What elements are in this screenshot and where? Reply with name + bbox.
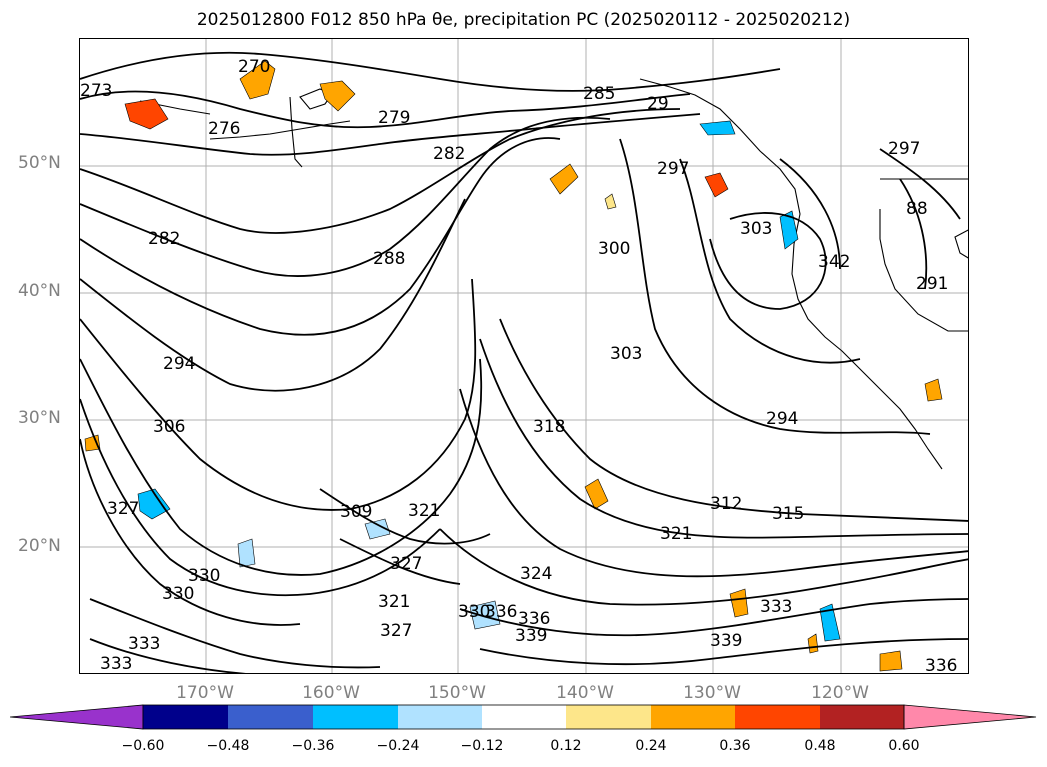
contour-label: 309 — [340, 502, 372, 522]
map-title: 2025012800 F012 850 hPa θe, precipitatio… — [196, 10, 851, 30]
contour-label: 321 — [408, 501, 440, 521]
contour-label: 297 — [657, 159, 689, 179]
contour-label: 321 — [660, 524, 692, 544]
contour-label: 336 — [485, 602, 517, 622]
colorbar-max-extend — [903, 704, 1037, 730]
colorbar-tick: 0.60 — [888, 738, 920, 754]
contour-label: 303 — [740, 219, 772, 239]
precip-shading — [84, 60, 943, 672]
colorbar-tick: −0.12 — [460, 738, 504, 754]
contour-label: 339 — [710, 631, 742, 651]
colorbar-bin — [651, 705, 735, 729]
contour-label: 330 — [188, 566, 220, 586]
lat-label-50n: 50°N — [18, 153, 61, 173]
contour-label: 324 — [520, 564, 552, 584]
contour-label: 29 — [647, 94, 669, 114]
colorbar-tick: −0.24 — [376, 738, 420, 754]
contour-label: 339 — [515, 626, 547, 646]
colorbar-tick: −0.36 — [291, 738, 335, 754]
contour-label: 291 — [916, 274, 948, 294]
colorbar-outline — [142, 704, 905, 730]
colorbar-tick: 0.24 — [635, 738, 667, 754]
colorbar — [10, 704, 1037, 730]
contour-label: 330 — [162, 584, 194, 604]
contour-label: 279 — [378, 108, 410, 128]
colorbar-bin — [228, 705, 313, 729]
lat-label-20n: 20°N — [18, 536, 61, 556]
contour-label: 318 — [533, 417, 565, 437]
colorbar-bin — [566, 705, 651, 729]
contour-label: 88 — [906, 199, 928, 219]
lon-label-160w: 160°W — [302, 683, 360, 703]
contour-label: 282 — [148, 229, 180, 249]
colorbar-tick: 0.36 — [719, 738, 751, 754]
lon-label-170w: 170°W — [176, 683, 234, 703]
contour-labels: 270 273 276 279 282 282 285 288 29 294 2… — [80, 57, 957, 674]
contour-label: 285 — [583, 84, 615, 104]
colorbar-bin — [820, 705, 904, 729]
colorbar-bin — [482, 705, 566, 729]
contour-label: 327 — [107, 499, 139, 519]
lon-label-120w: 120°W — [811, 683, 869, 703]
lon-label-140w: 140°W — [556, 683, 614, 703]
colorbar-bin — [398, 705, 482, 729]
colorbar-tick: −0.60 — [121, 738, 165, 754]
contour-label: 312 — [710, 494, 742, 514]
colorbar-bin — [313, 705, 398, 729]
lat-label-40n: 40°N — [18, 281, 61, 301]
contour-label: 270 — [238, 57, 270, 77]
map-canvas: 270 273 276 279 282 282 285 288 29 294 2… — [80, 39, 968, 674]
colorbar-tick: 0.48 — [804, 738, 836, 754]
lon-label-130w: 130°W — [683, 683, 741, 703]
colorbar-tick: 0.12 — [550, 738, 582, 754]
contour-label: 276 — [208, 119, 240, 139]
graticule — [80, 39, 968, 673]
contour-label: 294 — [163, 354, 195, 374]
colorbar-tick: −0.48 — [206, 738, 250, 754]
contour-label: 288 — [373, 249, 405, 269]
contour-label: 333 — [100, 654, 132, 674]
lon-label-150w: 150°W — [428, 683, 486, 703]
contour-label: 321 — [378, 592, 410, 612]
contour-label: 303 — [610, 344, 642, 364]
contour-label: 327 — [380, 621, 412, 641]
colorbar-bin — [143, 705, 228, 729]
map-panel: 270 273 276 279 282 282 285 288 29 294 2… — [79, 38, 969, 674]
contour-label: 297 — [888, 139, 920, 159]
contour-label: 273 — [80, 81, 112, 101]
contour-label: 333 — [128, 634, 160, 654]
contour-label: 327 — [390, 554, 422, 574]
coastlines — [139, 78, 968, 470]
contour-label: 306 — [153, 417, 185, 437]
colorbar-min-extend — [10, 704, 144, 730]
contour-label: 330 — [458, 602, 490, 622]
colorbar-bin — [735, 705, 820, 729]
contour-label: 336 — [925, 656, 957, 674]
lat-label-30n: 30°N — [18, 408, 61, 428]
contour-label: 342 — [818, 252, 850, 272]
contour-label: 282 — [433, 144, 465, 164]
contour-label: 294 — [766, 409, 798, 429]
contour-label: 315 — [772, 504, 804, 524]
contour-label: 333 — [760, 597, 792, 617]
contour-label: 336 — [518, 609, 550, 629]
theta-e-contours — [80, 51, 968, 673]
contour-label: 300 — [598, 239, 630, 259]
